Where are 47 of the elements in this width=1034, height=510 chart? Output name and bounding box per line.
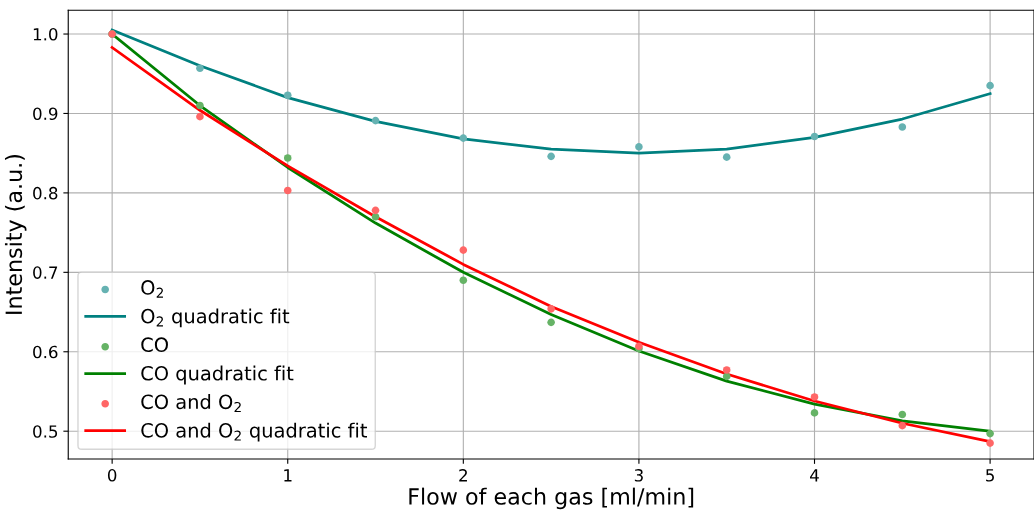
point — [986, 439, 994, 447]
legend-label: O$_{2}$ quadratic fit — [141, 308, 290, 328]
point — [722, 153, 731, 161]
point — [635, 143, 643, 151]
x-tick-label: 3 — [634, 469, 643, 482]
line-series — [110, 28, 992, 155]
y-tick-label: 0.8 — [33, 186, 58, 200]
point — [722, 366, 731, 374]
point — [283, 186, 292, 195]
point — [986, 81, 994, 90]
y-tick-label: 0.5 — [33, 425, 58, 438]
x-axis-title: Flow of each gas [ml/min] — [409, 487, 694, 510]
x-tick-label: 1 — [284, 469, 292, 482]
y-tick-label: 1.0 — [33, 27, 58, 41]
legend-label: O$_{2}$ — [141, 280, 163, 298]
point — [283, 91, 292, 99]
point — [547, 305, 555, 313]
point — [371, 116, 380, 125]
x-tick-label: 5 — [986, 469, 994, 482]
x-tick-label: 4 — [810, 469, 819, 482]
y-tick-label: 0.7 — [33, 266, 58, 279]
point — [898, 410, 907, 419]
point — [459, 134, 468, 142]
legend-label: CO and O$_{2}$ quadratic fit — [141, 422, 368, 442]
x-tick-label: 2 — [459, 469, 467, 482]
point — [547, 318, 555, 327]
point — [898, 123, 907, 131]
legend-label: CO — [141, 337, 168, 353]
legend-label: CO quadratic fit — [141, 365, 294, 385]
point — [196, 64, 204, 72]
y-tick-label: 0.6 — [33, 345, 58, 359]
x-tick-label: 0 — [107, 469, 117, 482]
y-axis-title: Intensity (a.u.) — [4, 155, 27, 314]
point — [283, 154, 292, 162]
point — [898, 421, 907, 430]
point — [196, 112, 204, 121]
point — [810, 409, 819, 417]
point — [810, 132, 819, 141]
legend-label: CO and O$_{2}$ — [141, 394, 241, 413]
point — [459, 246, 468, 254]
point — [371, 206, 380, 215]
point — [459, 276, 468, 285]
point — [196, 101, 204, 110]
point — [547, 152, 555, 161]
point — [986, 429, 994, 438]
point — [810, 393, 819, 401]
y-tick-label: 0.9 — [33, 107, 58, 121]
